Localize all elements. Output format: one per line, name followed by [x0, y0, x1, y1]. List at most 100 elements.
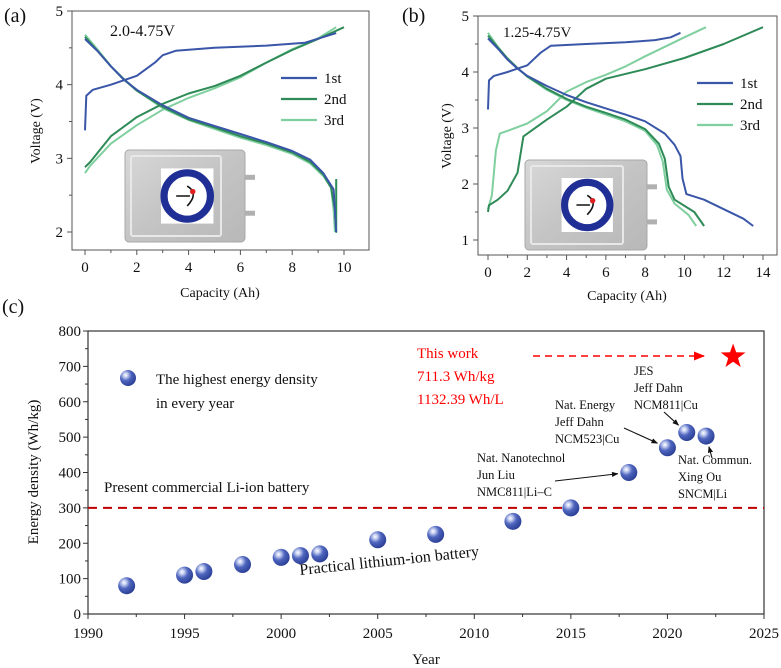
- voltage-range-label-b: 1.25-4.75V: [503, 25, 571, 41]
- this-work-callout: This work 711.3 Wh/kg 1132.39 Wh/L: [417, 346, 706, 408]
- legend-b: 1st 2nd 3rd: [697, 76, 763, 134]
- y-tick-label: 0: [74, 607, 82, 623]
- legend-label-2nd: 2nd: [740, 97, 763, 113]
- curve-3rd-charge: [487, 26, 707, 210]
- annotation-text: NCM811|Cu: [634, 398, 699, 412]
- plot-frame-b: [477, 15, 778, 256]
- x-axis-label-c: Year: [412, 652, 440, 668]
- pouch-tab-top: [245, 174, 255, 180]
- x-axis-label-a: Capacity (Ah): [180, 286, 260, 301]
- this-work-gravimetric: 711.3 Wh/kg: [417, 369, 495, 385]
- institute-logo-red-dot: [589, 197, 596, 204]
- curve-1st-charge: [84, 32, 337, 131]
- annotation-arrow: [663, 411, 680, 426]
- y-tick-label: 5: [462, 9, 470, 25]
- legend-label-3rd: 3rd: [740, 118, 760, 134]
- data-point-ball: [234, 555, 252, 573]
- curve-1st-charge: [487, 31, 681, 110]
- legend-marker-ball: [120, 370, 136, 386]
- annotation-text: JES: [634, 364, 654, 378]
- y-tick-label: 800: [59, 324, 82, 340]
- pouch-tab-top: [647, 184, 657, 190]
- x-tick-label: 2010: [459, 626, 489, 642]
- data-point-ball: [658, 439, 676, 457]
- x-tick-label: 2015: [556, 626, 586, 642]
- data-point-ball: [504, 512, 522, 530]
- commercial-battery-label: Present commercial Li-ion battery: [104, 480, 310, 496]
- data-point-ball: [620, 464, 638, 481]
- legend-text-line1: The highest energy density: [156, 372, 318, 388]
- x-tick-label: 4: [185, 260, 193, 276]
- x-tick-label: 10: [677, 265, 692, 281]
- annotation-text: Jeff Dahn: [634, 381, 683, 395]
- annotation-text: Nat. Energy: [555, 398, 616, 412]
- panel-a-chart: 0 2 4 6 8 10 2 3 4 5 2.0-4.75V 1st 2nd 3rd Capacity…: [29, 4, 370, 301]
- y-tick-label: 700: [59, 359, 82, 375]
- x-tick-label: 2000: [266, 626, 296, 642]
- annotation-text: Xing Ou: [678, 470, 722, 484]
- annotation-text: Jeff Dahn: [555, 415, 604, 429]
- data-point-ball: [118, 577, 136, 595]
- legend-c: The highest energy density in every year: [120, 370, 318, 412]
- y-tick-label: 4: [56, 78, 64, 94]
- x-tick-label: 8: [641, 265, 649, 281]
- pouch-cell-photo-b: [524, 159, 657, 251]
- data-point-ball: [562, 499, 580, 517]
- curve-1st-discharge: [84, 38, 338, 233]
- x-tick-label: 2025: [749, 626, 779, 642]
- annotation-text: Jun Liu: [477, 468, 516, 482]
- pouch-inner-edge: [130, 155, 222, 237]
- y-tick-label: 100: [59, 572, 82, 588]
- annotation-text: Nat. Commun.: [678, 453, 752, 467]
- pouch-tab-bottom: [245, 210, 255, 216]
- annotation-arrow: [623, 427, 659, 444]
- x-tick-label: 12: [716, 265, 731, 281]
- data-point-ball: [678, 424, 696, 442]
- pouch-tab-bottom: [647, 219, 657, 225]
- x-tick-label: 2005: [363, 626, 393, 642]
- annotation-text: Nat. Nanotechnol: [477, 451, 566, 465]
- legend-label-3rd: 3rd: [324, 113, 344, 129]
- pouch-cell-photo-a: [124, 149, 255, 243]
- y-tick-label: 500: [59, 430, 82, 446]
- this-work-volumetric: 1132.39 Wh/L: [417, 392, 504, 408]
- data-point-ball: [697, 427, 715, 445]
- x-tick-label: 0: [484, 265, 492, 281]
- data-point-ball: [272, 548, 290, 566]
- data-point-ball: [427, 525, 445, 543]
- panel-label-b: (b): [402, 5, 425, 27]
- annotation-arrow: [707, 446, 714, 459]
- y-axis-label-a: Voltage (V): [29, 98, 44, 164]
- annotation-text: NCM523|Cu: [555, 432, 620, 446]
- x-tick-label: 2: [524, 265, 532, 281]
- y-tick-label: 400: [59, 466, 82, 482]
- annotation-arrow: [554, 471, 619, 482]
- x-tick-label: 14: [756, 265, 772, 281]
- institute-logo-mark: [576, 194, 594, 216]
- legend-label-2nd: 2nd: [324, 92, 347, 108]
- y-tick-label: 4: [462, 65, 470, 81]
- x-tick-label: 4: [563, 265, 571, 281]
- x-tick-label: 1995: [170, 626, 200, 642]
- x-axis-label-b: Capacity (Ah): [587, 289, 667, 304]
- curve-1st-discharge: [487, 37, 754, 227]
- y-axis-label-c: Energy density (Wh/kg): [26, 400, 42, 545]
- curve-2nd-charge: [487, 26, 764, 213]
- annotation-text: NMC811|Li–C: [477, 485, 552, 499]
- x-tick-label: 6: [237, 260, 245, 276]
- x-tick-label: 6: [602, 265, 610, 281]
- voltage-range-label-a: 2.0-4.75V: [110, 23, 175, 40]
- data-point-ball: [311, 545, 329, 563]
- x-tick-label: 2: [133, 260, 141, 276]
- x-tick-label: 0: [81, 260, 89, 276]
- annotation-text: SNCM|Li: [678, 487, 728, 501]
- data-point-ball: [195, 563, 213, 581]
- x-tick-label: 10: [337, 260, 352, 276]
- x-tick-label: 8: [288, 260, 296, 276]
- y-tick-label: 3: [56, 151, 64, 167]
- this-work-title: This work: [417, 346, 479, 362]
- y-axis-label-b: Voltage (V): [440, 103, 455, 169]
- institute-logo-mark: [176, 185, 195, 207]
